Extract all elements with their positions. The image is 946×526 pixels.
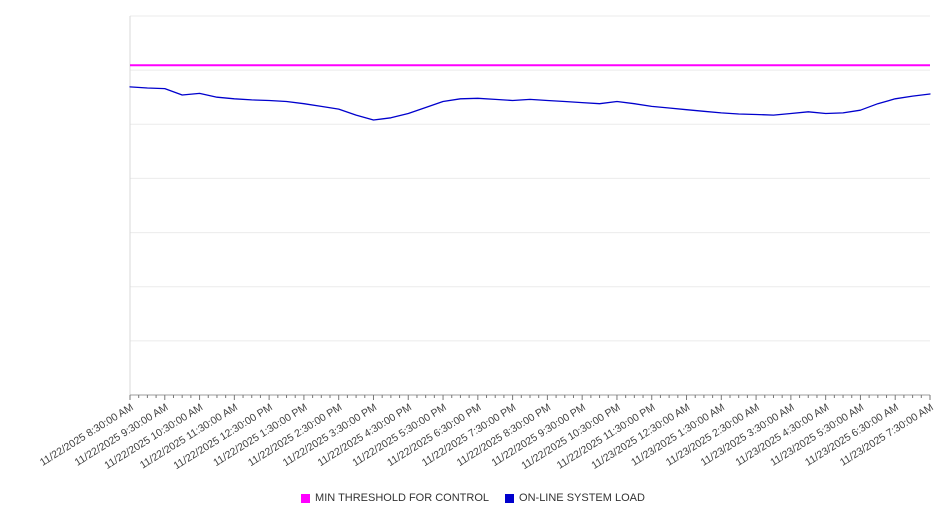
legend-label-threshold: MIN THRESHOLD FOR CONTROL xyxy=(315,492,490,504)
legend-swatch-load xyxy=(505,493,515,503)
legend-label-load: ON-LINE SYSTEM LOAD xyxy=(519,492,645,504)
legend-swatch-threshold xyxy=(301,493,311,503)
system-load-line xyxy=(129,86,931,121)
legend-item-min-threshold[interactable]: MIN THRESHOLD FOR CONTROL xyxy=(301,492,489,504)
legend-item-system-load[interactable]: ON-LINE SYSTEM LOAD xyxy=(505,492,645,504)
chart-legend: MIN THRESHOLD FOR CONTROL ON-LINE SYSTEM… xyxy=(0,492,946,504)
